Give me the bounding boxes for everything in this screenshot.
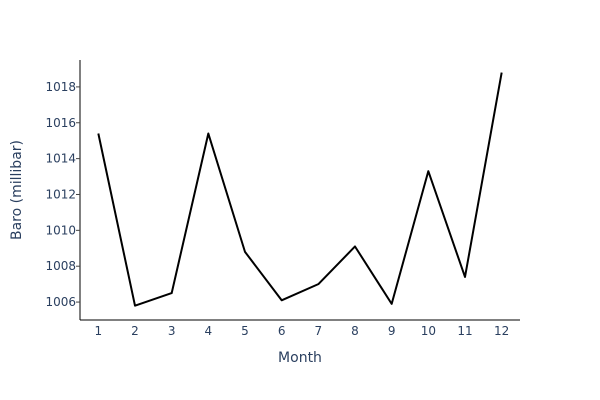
x-tick-label: 10 — [421, 324, 436, 338]
y-tick-label: 1008 — [45, 259, 76, 273]
y-tick-label: 1016 — [45, 116, 76, 130]
x-tick-label: 11 — [457, 324, 472, 338]
y-tick-label: 1014 — [45, 152, 76, 166]
x-tick-label: 8 — [351, 324, 359, 338]
x-tick-label: 1 — [95, 324, 103, 338]
x-tick-label: 6 — [278, 324, 286, 338]
x-axis-title: Month — [278, 350, 322, 366]
y-axis-title: Baro (millibar) — [9, 140, 25, 240]
y-tick-label: 1006 — [45, 295, 76, 309]
y-tick-label: 1012 — [45, 187, 76, 201]
series-line — [97, 72, 503, 307]
x-tick-label: 3 — [168, 324, 176, 338]
y-tick-label: 1010 — [45, 223, 76, 237]
x-tick-label: 7 — [315, 324, 323, 338]
x-tick-label: 9 — [388, 324, 396, 338]
y-tick-label: 1018 — [45, 80, 76, 94]
x-tick-label: 4 — [205, 324, 213, 338]
x-tick-label: 5 — [241, 324, 249, 338]
x-tick-label: 12 — [494, 324, 509, 338]
x-tick-label: 2 — [131, 324, 139, 338]
